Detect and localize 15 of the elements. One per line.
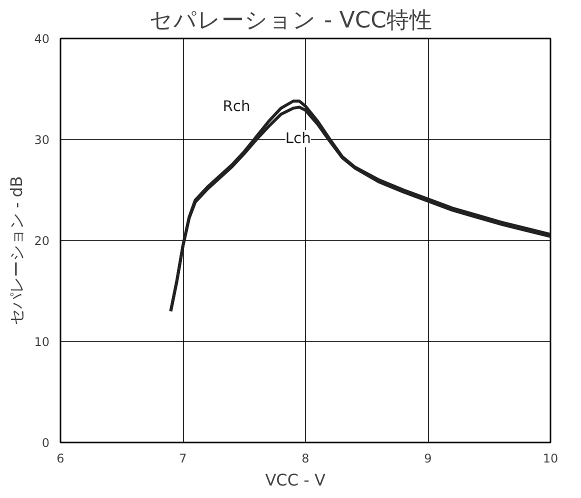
series-label: Rch (222, 98, 250, 116)
y-tick-label: 0 (42, 436, 50, 450)
series-label: Lch (285, 130, 311, 148)
y-axis-title: セパレーション - dB (7, 176, 26, 326)
chart-title: セパレーション - VCC特性 (150, 8, 432, 34)
x-tick-label: 7 (179, 452, 187, 466)
x-tick-label: 10 (542, 452, 558, 466)
x-axis-title: VCC - V (265, 470, 326, 490)
y-tick-label: 30 (34, 133, 50, 147)
y-tick-label: 40 (34, 32, 50, 46)
x-tick-label: 8 (302, 452, 310, 466)
y-tick-label: 10 (34, 335, 50, 349)
x-tick-label: 9 (424, 452, 432, 466)
y-tick-label: 20 (34, 234, 50, 248)
x-tick-label: 6 (56, 452, 64, 466)
